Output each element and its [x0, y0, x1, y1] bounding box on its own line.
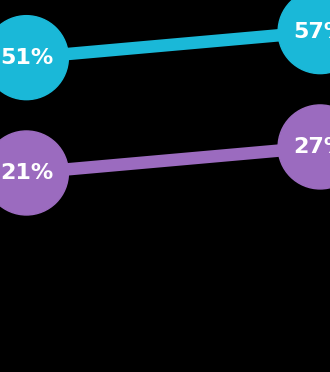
Text: 57%: 57%: [293, 22, 330, 42]
Ellipse shape: [278, 0, 330, 74]
Text: 27%: 27%: [293, 137, 330, 157]
Text: 51%: 51%: [0, 48, 53, 68]
Ellipse shape: [0, 16, 68, 100]
Ellipse shape: [278, 105, 330, 189]
Ellipse shape: [0, 131, 68, 215]
Text: 21%: 21%: [0, 163, 53, 183]
